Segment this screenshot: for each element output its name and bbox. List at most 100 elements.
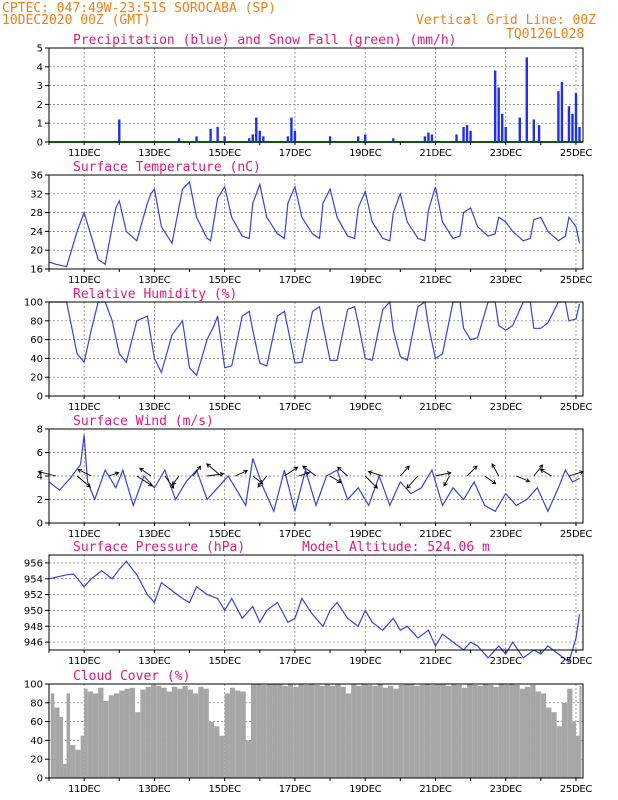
x-tick-label: 11DEC [68, 402, 101, 413]
cloud-cover-bar [472, 684, 478, 778]
wind-arrow-icon [77, 468, 92, 477]
cloud-cover-bar [272, 684, 278, 778]
cloud-cover-bar [319, 685, 325, 778]
wind-arrow-icon [435, 471, 452, 477]
x-tick-label: 21DEC [419, 275, 452, 286]
cloud-cover-bar [203, 688, 209, 778]
wind-arrow-icon [539, 468, 552, 477]
cloud-cover-bar [409, 684, 415, 778]
cloud-cover-bar [467, 684, 473, 778]
x-tick-label: 25DEC [560, 402, 593, 413]
y-tick-label: 60 [30, 335, 43, 346]
cloud-cover-bar [229, 687, 236, 778]
y-tick-label: 0 [37, 774, 43, 785]
cloud-cover-bar [377, 684, 383, 778]
cloud-cover-bar [482, 684, 489, 778]
plot-frame [48, 554, 584, 651]
precip-bar [286, 136, 290, 142]
cloud-cover-bar [235, 690, 241, 778]
y-tick-label: 2 [37, 100, 43, 111]
x-tick-label: 11DEC [68, 275, 101, 286]
cloud-cover-bar [419, 684, 425, 778]
cloud-cover-bar [382, 687, 389, 778]
wind-arrow-icon [164, 475, 175, 489]
wind-arrow-icon [568, 470, 585, 477]
precip-bar [465, 125, 469, 142]
x-tick-label: 25DEC [560, 275, 593, 286]
x-tick-label: 13DEC [138, 148, 171, 159]
x-tick-label: 21DEC [419, 148, 452, 159]
x-tick-label: 17DEC [279, 402, 312, 413]
panel-title-rh: Relative Humidity (%) [73, 287, 237, 302]
cloud-cover-bar [119, 690, 125, 778]
precip-bar [462, 126, 465, 142]
cloud-cover-bar [345, 693, 352, 778]
cloud-cover-bar [135, 712, 141, 778]
y-tick-label: 80 [30, 698, 43, 709]
x-tick-label: 19DEC [349, 275, 382, 286]
cloud-cover-bar [224, 693, 230, 778]
cloud-cover-bar [161, 687, 167, 778]
wind-arrow-icon [171, 475, 180, 486]
cloud-cover-bar [514, 684, 520, 778]
cloud-cover-bar [287, 684, 294, 778]
x-tick-label: 25DEC [560, 148, 593, 159]
wind-arrow-icon [443, 475, 450, 487]
y-tick-label: 20 [30, 755, 43, 766]
cloud-cover-bar [80, 735, 85, 778]
precip-bar [251, 134, 254, 142]
y-tick-label: 36 [30, 171, 43, 182]
panel-annotation: Model Altitude: 524.06 m [302, 540, 490, 555]
wind-arrow-icon [207, 471, 225, 477]
y-tick-label: 32 [30, 189, 43, 200]
cloud-cover-bar [166, 691, 172, 778]
cloud-cover-bar [124, 688, 130, 778]
cloud-cover-bar [98, 687, 104, 778]
cloud-cover-bar [245, 740, 252, 778]
cloud-cover-bar [140, 689, 146, 778]
cloud-cover-bar [75, 749, 81, 778]
x-tick-label: 23DEC [490, 529, 523, 540]
precip-bar [560, 81, 564, 142]
precip-bar [427, 132, 430, 142]
cloud-cover-bar [50, 693, 55, 778]
x-tick-label: 11DEC [68, 656, 101, 667]
x-tick-label: 15DEC [209, 402, 242, 413]
plot-frame [48, 683, 584, 779]
precip-bar [567, 106, 571, 142]
wind-arrow-icon [108, 471, 120, 477]
y-tick-label: 956 [24, 558, 43, 569]
y-tick-label: 16 [30, 265, 43, 276]
panel-title-pres: Surface Pressure (hPa) [73, 540, 245, 555]
cloud-cover-bar [314, 684, 320, 778]
panel-temp: 16 20 24 28 32 36 11DEC 13DEC 15DEC 17DEC 19DEC 21D… [30, 160, 592, 286]
grid-note: Vertical Grid Line: 00Z [416, 13, 596, 28]
series-line-wind [48, 434, 580, 514]
x-tick-label: 25DEC [560, 784, 593, 795]
precip-bar [532, 119, 536, 142]
cloud-cover-bar [403, 684, 410, 778]
cloud-cover-bar [340, 686, 346, 778]
cloud-cover-bar [435, 684, 441, 778]
wind-arrow-icon [206, 463, 222, 477]
y-tick-label: 20 [30, 246, 43, 257]
cloud-cover-bar [92, 693, 99, 778]
y-tick-label: 60 [30, 717, 43, 728]
precip-bar [209, 128, 212, 142]
x-tick-label: 15DEC [209, 656, 242, 667]
wind-arrow-icon [76, 475, 92, 488]
precip-bar [258, 130, 261, 142]
wind-arrow-icon [364, 475, 378, 489]
y-tick-label: 20 [30, 373, 43, 384]
wind-arrow-icon [406, 475, 419, 489]
cloud-cover-bar [193, 693, 199, 778]
cloud-cover-bar [498, 684, 504, 778]
wind-arrow-icon [284, 466, 299, 477]
y-tick-label: 28 [30, 208, 43, 219]
x-tick-label: 25DEC [560, 529, 593, 540]
x-tick-label: 23DEC [490, 402, 523, 413]
y-tick-label: 24 [30, 227, 43, 238]
x-tick-label: 23DEC [490, 784, 523, 795]
cloud-cover-bar [372, 685, 378, 778]
precip-bar [578, 126, 581, 142]
